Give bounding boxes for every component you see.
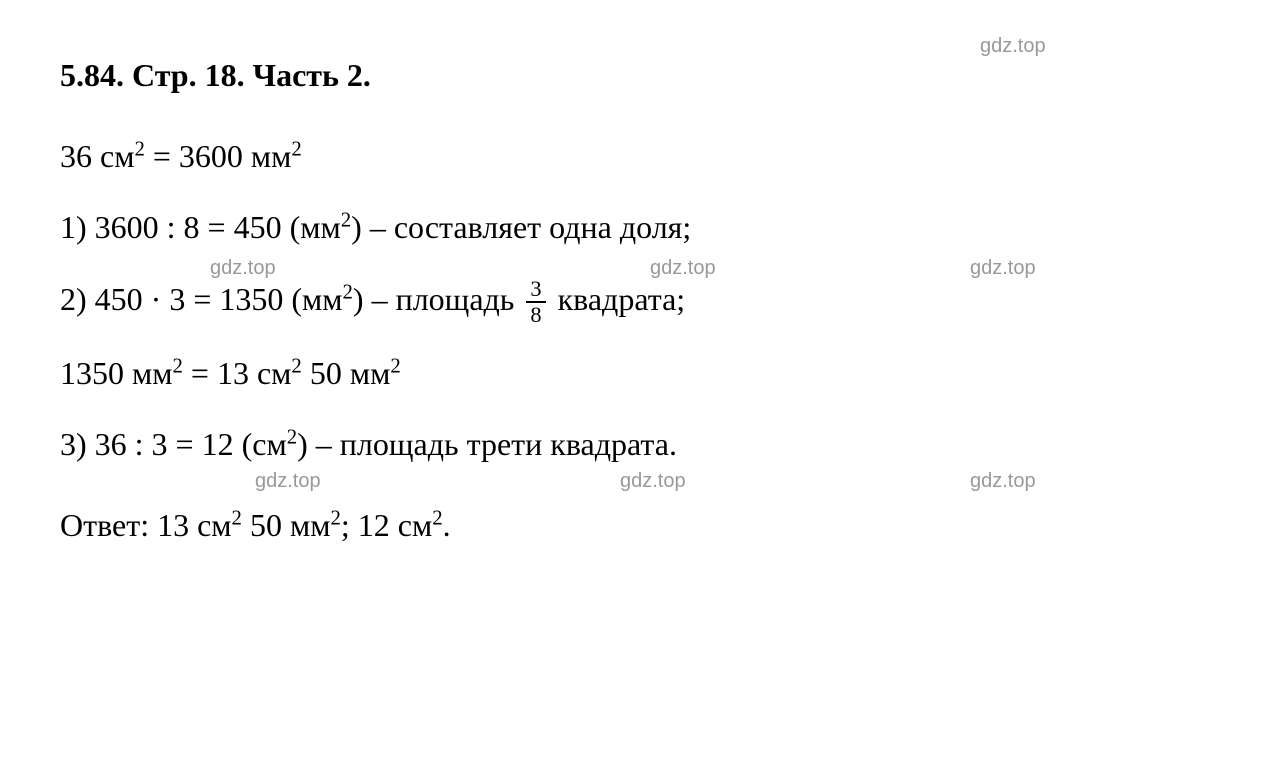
sup-2: 2 (134, 138, 144, 161)
step3-prefix: 3) 36 : 3 = 12 (см (60, 426, 287, 462)
watermark-6: gdz.top (620, 465, 686, 497)
answer-end: . (443, 507, 451, 543)
result-conversion: 1350 мм2 = 13 см2 50 мм2 (60, 348, 1208, 399)
conversion-text-b: = 3600 мм (145, 138, 292, 174)
sup-r2: 2 (291, 354, 301, 377)
resconv-eq: = 13 см (183, 355, 292, 391)
watermark-7: gdz.top (970, 465, 1036, 497)
sup-2b: 2 (291, 138, 301, 161)
sup-a3: 2 (432, 507, 442, 530)
watermark-4: gdz.top (970, 252, 1036, 284)
watermark-5: gdz.top (255, 465, 321, 497)
step3-suffix: ) – площадь трети квадрата. (297, 426, 677, 462)
fraction-denominator: 8 (526, 303, 545, 328)
unit-conversion-line: 36 см2 = 3600 мм2 (60, 131, 1208, 182)
sup-s3: 2 (287, 425, 297, 448)
resconv-b: 50 мм (302, 355, 391, 391)
watermark-2: gdz.top (210, 252, 276, 284)
resconv-a: 1350 мм (60, 355, 173, 391)
watermark-1: gdz.top (980, 30, 1046, 62)
answer-prefix: Ответ: 13 см (60, 507, 232, 543)
sup-a1: 2 (232, 507, 242, 530)
sup-r3: 2 (390, 354, 400, 377)
step2-prefix: 2) 450 · 3 = 1350 (мм (60, 281, 343, 317)
answer-semi: ; 12 см (341, 507, 432, 543)
step2-suffix: квадрата; (550, 281, 686, 317)
step-2: gdz.top gdz.top gdz.top 2) 450 · 3 = 135… (60, 274, 1208, 328)
step-3: 3) 36 : 3 = 12 (см2) – площадь трети ква… (60, 419, 1208, 470)
answer-mid: 50 мм (242, 507, 331, 543)
step1-suffix: ) – составляет одна доля; (351, 209, 691, 245)
fraction-3-8: 38 (526, 277, 545, 328)
watermark-3: gdz.top (650, 252, 716, 284)
document-content: gdz.top 5.84. Стр. 18. Часть 2. 36 см2 =… (60, 50, 1208, 551)
conversion-text-a: 36 см (60, 138, 134, 174)
fraction-numerator: 3 (526, 277, 545, 304)
step1-prefix: 1) 3600 : 8 = 450 (мм (60, 209, 341, 245)
sup-s1: 2 (341, 209, 351, 232)
sup-a2: 2 (330, 507, 340, 530)
answer-line: Ответ: 13 см2 50 мм2; 12 см2. (60, 500, 1208, 551)
sup-s2: 2 (343, 280, 353, 303)
sup-r1: 2 (173, 354, 183, 377)
step-1: 1) 3600 : 8 = 450 (мм2) – составляет одн… (60, 202, 1208, 253)
step2-mid: ) – площадь (353, 281, 522, 317)
